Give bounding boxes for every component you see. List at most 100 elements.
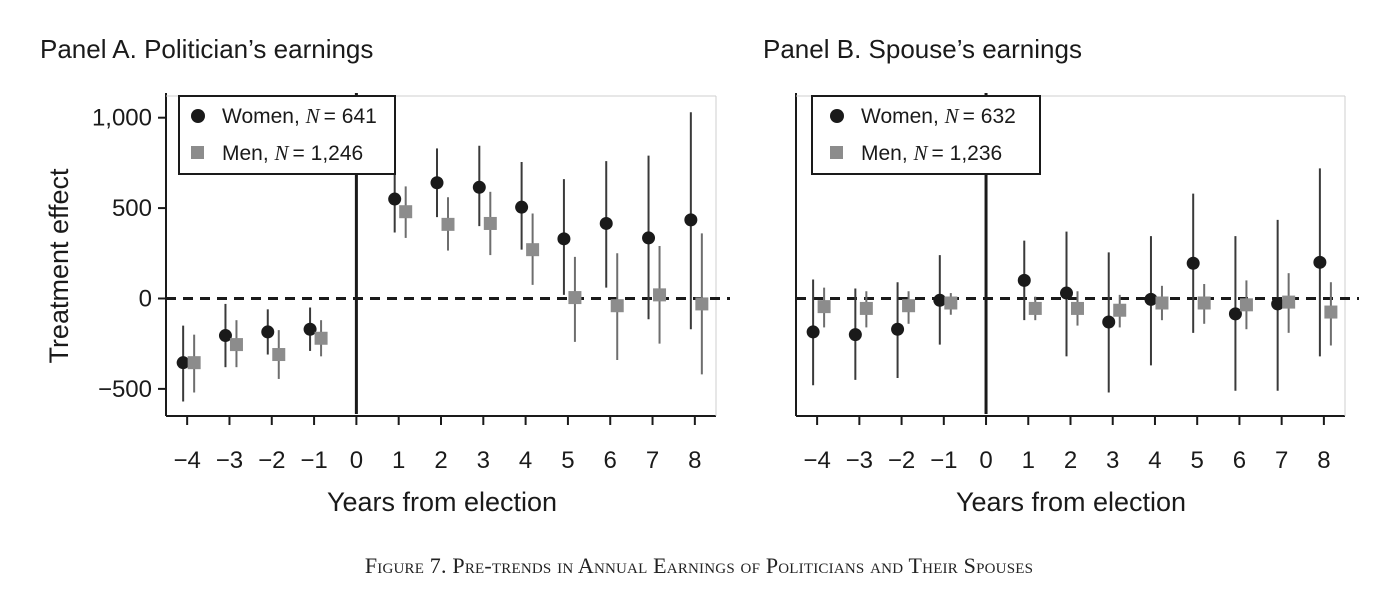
panel-b-x-ticks: −4 −3 −2 −1 0 1 2 3 4 5 6 7 8 xyxy=(803,416,1331,474)
panel-a-x-tick-label: −1 xyxy=(300,447,327,474)
panel-a-men-point xyxy=(187,356,201,370)
panel-a-men-point xyxy=(695,297,709,311)
panel-b-women-point xyxy=(806,325,820,339)
panel-a-men-point xyxy=(568,291,582,305)
panel-a-x-tick-label: 1 xyxy=(392,447,405,474)
panel-a-legend-box xyxy=(178,95,396,175)
panel-b-legend: Women, N = 632 Men, N = 1,236 xyxy=(811,95,1041,175)
panel-a-x-axis-label: Years from election xyxy=(327,487,557,517)
panel-b-women-point xyxy=(891,322,905,336)
panel-b-x-tick-label: 7 xyxy=(1275,447,1288,474)
panel-a: Panel A. Politician’s earnings Treatment… xyxy=(40,34,730,517)
panel-a-x-tick-label: −4 xyxy=(173,447,200,474)
panel-b-women-point xyxy=(933,293,947,307)
panel-b-men-point xyxy=(902,299,916,313)
panel-b-legend-men-n-symbol: N xyxy=(913,141,929,165)
panel-b-women-point xyxy=(1186,256,1200,270)
panel-b-men-point xyxy=(817,300,831,314)
panel-a-men-point xyxy=(229,338,243,352)
panel-b-women-point xyxy=(1228,307,1242,321)
panel-a-x-tick-label: 2 xyxy=(434,447,447,474)
panel-a-y-ticks: −500 0 500 1,000 xyxy=(92,105,166,403)
panel-a-x-tick-label: 7 xyxy=(646,447,659,474)
panel-a-legend-men-n: = 1,246 xyxy=(293,142,364,165)
panel-b-x-tick-label: 5 xyxy=(1191,447,1204,474)
panel-a-men-point xyxy=(610,299,624,313)
panel-b-legend-women-n: = 632 xyxy=(963,105,1016,128)
panel-a-x-ticks: −4 −3 −2 −1 0 1 2 3 4 5 6 7 8 xyxy=(173,416,702,474)
panel-b-women-point xyxy=(1144,292,1158,306)
panel-a-legend-women-marker xyxy=(191,109,205,123)
panel-a-women-point xyxy=(303,322,317,336)
panel-a-women-point xyxy=(515,200,529,214)
panel-b-women-point xyxy=(1017,273,1031,287)
panel-b-women-point xyxy=(1271,297,1285,311)
panel-a-legend-men-marker xyxy=(191,146,204,159)
panel-a-women-point xyxy=(642,231,656,245)
panel-b-legend-women: Women, N = 632 xyxy=(861,104,1016,128)
panel-b-men-point xyxy=(859,301,873,315)
panel-a-men-point xyxy=(526,243,540,257)
panel-b-men-point xyxy=(944,296,958,310)
panel-b-legend-box xyxy=(811,95,1041,175)
panel-a-women-point xyxy=(599,216,613,230)
panel-b-women-point xyxy=(848,328,862,342)
panel-a-y-tick-label: 0 xyxy=(139,285,152,312)
panel-b-x-tick-label: 6 xyxy=(1233,447,1246,474)
panel-b-legend-women-marker xyxy=(830,109,844,123)
panel-b-legend-women-label: Women, xyxy=(861,105,945,128)
panel-b-men-point xyxy=(1113,303,1127,317)
panel-a-women-point xyxy=(218,329,232,343)
panel-a-y-axis-label: Treatment effect xyxy=(44,168,74,364)
panel-b-title: Panel B. Spouse’s earnings xyxy=(763,34,1082,64)
panel-b-men-point xyxy=(1239,298,1253,312)
panel-a-x-tick-label: 3 xyxy=(477,447,490,474)
panel-a-x-tick-label: 6 xyxy=(604,447,617,474)
panel-a-x-tick-label: −3 xyxy=(216,447,243,474)
panel-a-men-point xyxy=(272,348,286,362)
panel-b-women-point xyxy=(1060,286,1073,300)
panel-b-legend-men: Men, N = 1,236 xyxy=(861,141,1002,165)
panel-a-legend-women-n: = 641 xyxy=(324,105,377,128)
panel-b-x-tick-label: 3 xyxy=(1106,447,1119,474)
panel-a-legend-men-n-symbol: N xyxy=(274,141,290,165)
panel-a-y-tick-label: 500 xyxy=(112,195,152,222)
panel-a-legend-men: Men, N = 1,246 xyxy=(222,141,363,165)
panel-a-men-point xyxy=(314,331,328,345)
panel-a-women-point xyxy=(684,213,698,227)
panel-a-data-marks xyxy=(176,112,709,402)
panel-a-legend: Women, N = 641 Men, N = 1,246 xyxy=(178,95,396,175)
panel-b-men-point xyxy=(1324,305,1338,319)
panel-a-men-point xyxy=(483,216,497,230)
panel-b-men-point xyxy=(1282,295,1296,309)
panel-a-women-point xyxy=(557,232,571,246)
panel-b-x-tick-label: 4 xyxy=(1148,447,1161,474)
panel-a-x-tick-label: 5 xyxy=(561,447,574,474)
panel-b-legend-men-n: = 1,236 xyxy=(932,142,1003,165)
panel-b-men-point xyxy=(1028,301,1042,315)
panel-a-legend-women-label: Women, xyxy=(222,105,306,128)
panel-b-women-point xyxy=(1102,315,1116,329)
panel-b-x-tick-label: 2 xyxy=(1064,447,1077,474)
panel-b-x-tick-label: −2 xyxy=(888,447,915,474)
panel-b-x-tick-label: 0 xyxy=(979,447,992,474)
panel-b-data-marks xyxy=(806,168,1338,393)
panel-a-title: Panel A. Politician’s earnings xyxy=(40,34,373,64)
panel-b-x-tick-label: −1 xyxy=(930,447,957,474)
panel-a-women-point xyxy=(261,325,275,339)
panel-a-men-point xyxy=(441,217,455,231)
panel-b-men-point xyxy=(1071,301,1084,315)
panel-b-legend-women-n-symbol: N xyxy=(944,104,960,128)
panel-b-x-tick-label: −3 xyxy=(846,447,873,474)
panel-a-y-tick-label: −500 xyxy=(98,376,152,403)
panel-b-men-point xyxy=(1197,296,1211,310)
panel-b-x-tick-label: −4 xyxy=(803,447,830,474)
panel-a-x-tick-label: −2 xyxy=(258,447,285,474)
panel-b-x-tick-label: 8 xyxy=(1317,447,1330,474)
panel-b-x-axis-label: Years from election xyxy=(956,487,1186,517)
panel-a-y-tick-label: 1,000 xyxy=(92,105,152,132)
panel-b-legend-men-label: Men, xyxy=(861,142,914,165)
panel-a-men-point xyxy=(399,205,413,219)
panel-a-legend-women-n-symbol: N xyxy=(305,104,321,128)
panel-a-women-point xyxy=(176,356,190,370)
